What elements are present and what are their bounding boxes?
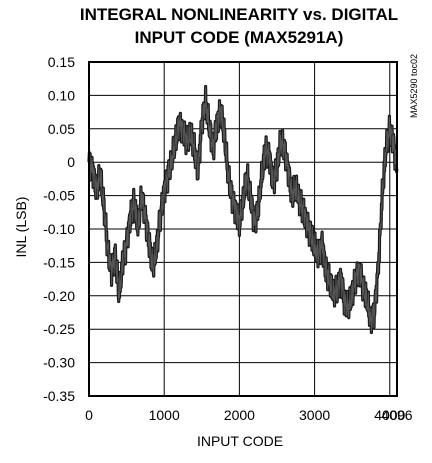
y-tick-label: -0.15 [43,254,75,270]
chart-title-line-1: INTEGRAL NONLINEARITY vs. DIGITAL [80,5,398,24]
y-tick-label: 0.10 [48,87,75,103]
y-tick-label: -0.30 [43,355,75,371]
x-tick-label: 1000 [149,407,180,423]
y-tick-labels: 0.15 0.10 0.05 0 -0.05 -0.10 -0.15 -0.20 -0.25 -0… [43,54,75,404]
x-tick-label: 2000 [224,407,255,423]
y-axis-label: INL (LSB) [13,197,29,258]
series-line-highlight [88,86,398,333]
figure-code-label: MAX5290 toc02 [409,54,419,118]
plot-frame [88,61,398,397]
y-tick-label: 0.05 [48,121,75,137]
y-tick-label: -0.25 [43,321,75,337]
y-tick-label: -0.05 [43,188,75,204]
x-tick-label: 3000 [299,407,330,423]
x-tick-label: 4000 [374,407,405,423]
x-tick-label: 0 [85,407,93,423]
x-axis-label: INPUT CODE [197,433,283,449]
y-tick-label: -0.20 [43,288,75,304]
grid [88,61,398,397]
y-tick-label: 0 [67,154,75,170]
chart-title-line-2: INPUT CODE (MAX5291A) [135,28,344,47]
x-tick-label: 4096 [381,407,412,423]
y-tick-label: -0.35 [43,388,75,404]
y-tick-label: -0.10 [43,221,75,237]
plot-area [87,84,399,335]
y-tick-label: 0.15 [48,54,75,70]
